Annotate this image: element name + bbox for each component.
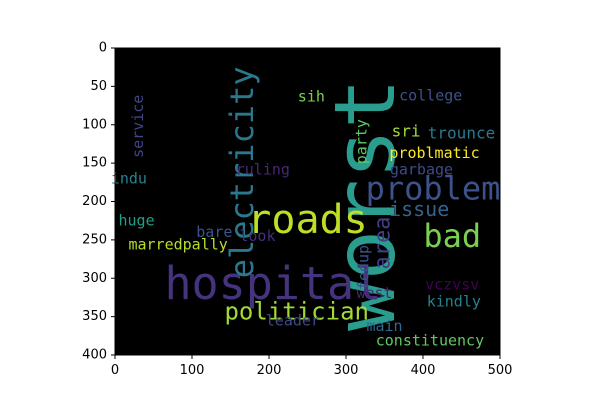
- x-tick-label: 100: [180, 363, 205, 378]
- word-problem: problem: [366, 169, 501, 207]
- x-tick-label: 200: [257, 363, 282, 378]
- word-huge: huge: [118, 212, 154, 230]
- word-leader: leader: [266, 311, 320, 329]
- word-look: look: [239, 227, 275, 245]
- y-tick-label: 350: [82, 309, 107, 324]
- x-tick-label: 500: [488, 363, 513, 378]
- y-tick-label: 100: [82, 117, 107, 132]
- word-sri: sri: [392, 121, 421, 140]
- word-service: service: [129, 95, 147, 158]
- y-tick-label: 150: [82, 156, 107, 171]
- word-garbage: garbage: [390, 160, 453, 178]
- word-fedup: fedup: [355, 245, 373, 290]
- word-hospital: hospital: [164, 257, 381, 310]
- word-west: west: [356, 284, 392, 302]
- y-axis: 0 50 100 150 200 250 300 350 400: [82, 41, 115, 363]
- word-worst: worst: [316, 78, 414, 331]
- word-sih: sih: [298, 87, 325, 105]
- word-issue: issue: [389, 197, 449, 221]
- plot-area: [115, 48, 500, 355]
- y-tick-label: 400: [82, 348, 107, 363]
- word-trounce: trounce: [428, 124, 495, 143]
- x-tick-label: 400: [411, 363, 436, 378]
- word-college: college: [399, 87, 462, 105]
- y-tick-label: 200: [82, 194, 107, 209]
- word-party: party: [352, 119, 370, 164]
- x-axis: 0 100 200 300 400 500: [111, 355, 513, 378]
- word-ruling: ruling: [236, 160, 290, 178]
- word-politician: politician: [224, 297, 369, 325]
- y-tick-label: 300: [82, 271, 107, 286]
- word-vczvsv: vczvsv: [425, 275, 479, 293]
- x-tick-label: 300: [334, 363, 359, 378]
- word-electricity: electricity: [223, 66, 261, 278]
- word-bad: bad: [423, 217, 481, 255]
- word-indu: indu: [111, 169, 147, 187]
- word-main: main: [366, 317, 402, 335]
- word-marredpally: marredpally: [128, 235, 227, 253]
- y-tick-label: 0: [99, 41, 107, 56]
- word-problmatic: problmatic: [389, 144, 479, 162]
- word-constituency: constituency: [376, 331, 484, 349]
- x-tick-label: 0: [111, 363, 119, 378]
- y-tick-label: 50: [90, 79, 107, 94]
- word-bare: bare: [196, 223, 232, 241]
- word-kindly: kindly: [427, 292, 481, 310]
- word-area: area: [370, 216, 395, 269]
- word-roads: roads: [247, 197, 367, 243]
- y-tick-label: 250: [82, 232, 107, 247]
